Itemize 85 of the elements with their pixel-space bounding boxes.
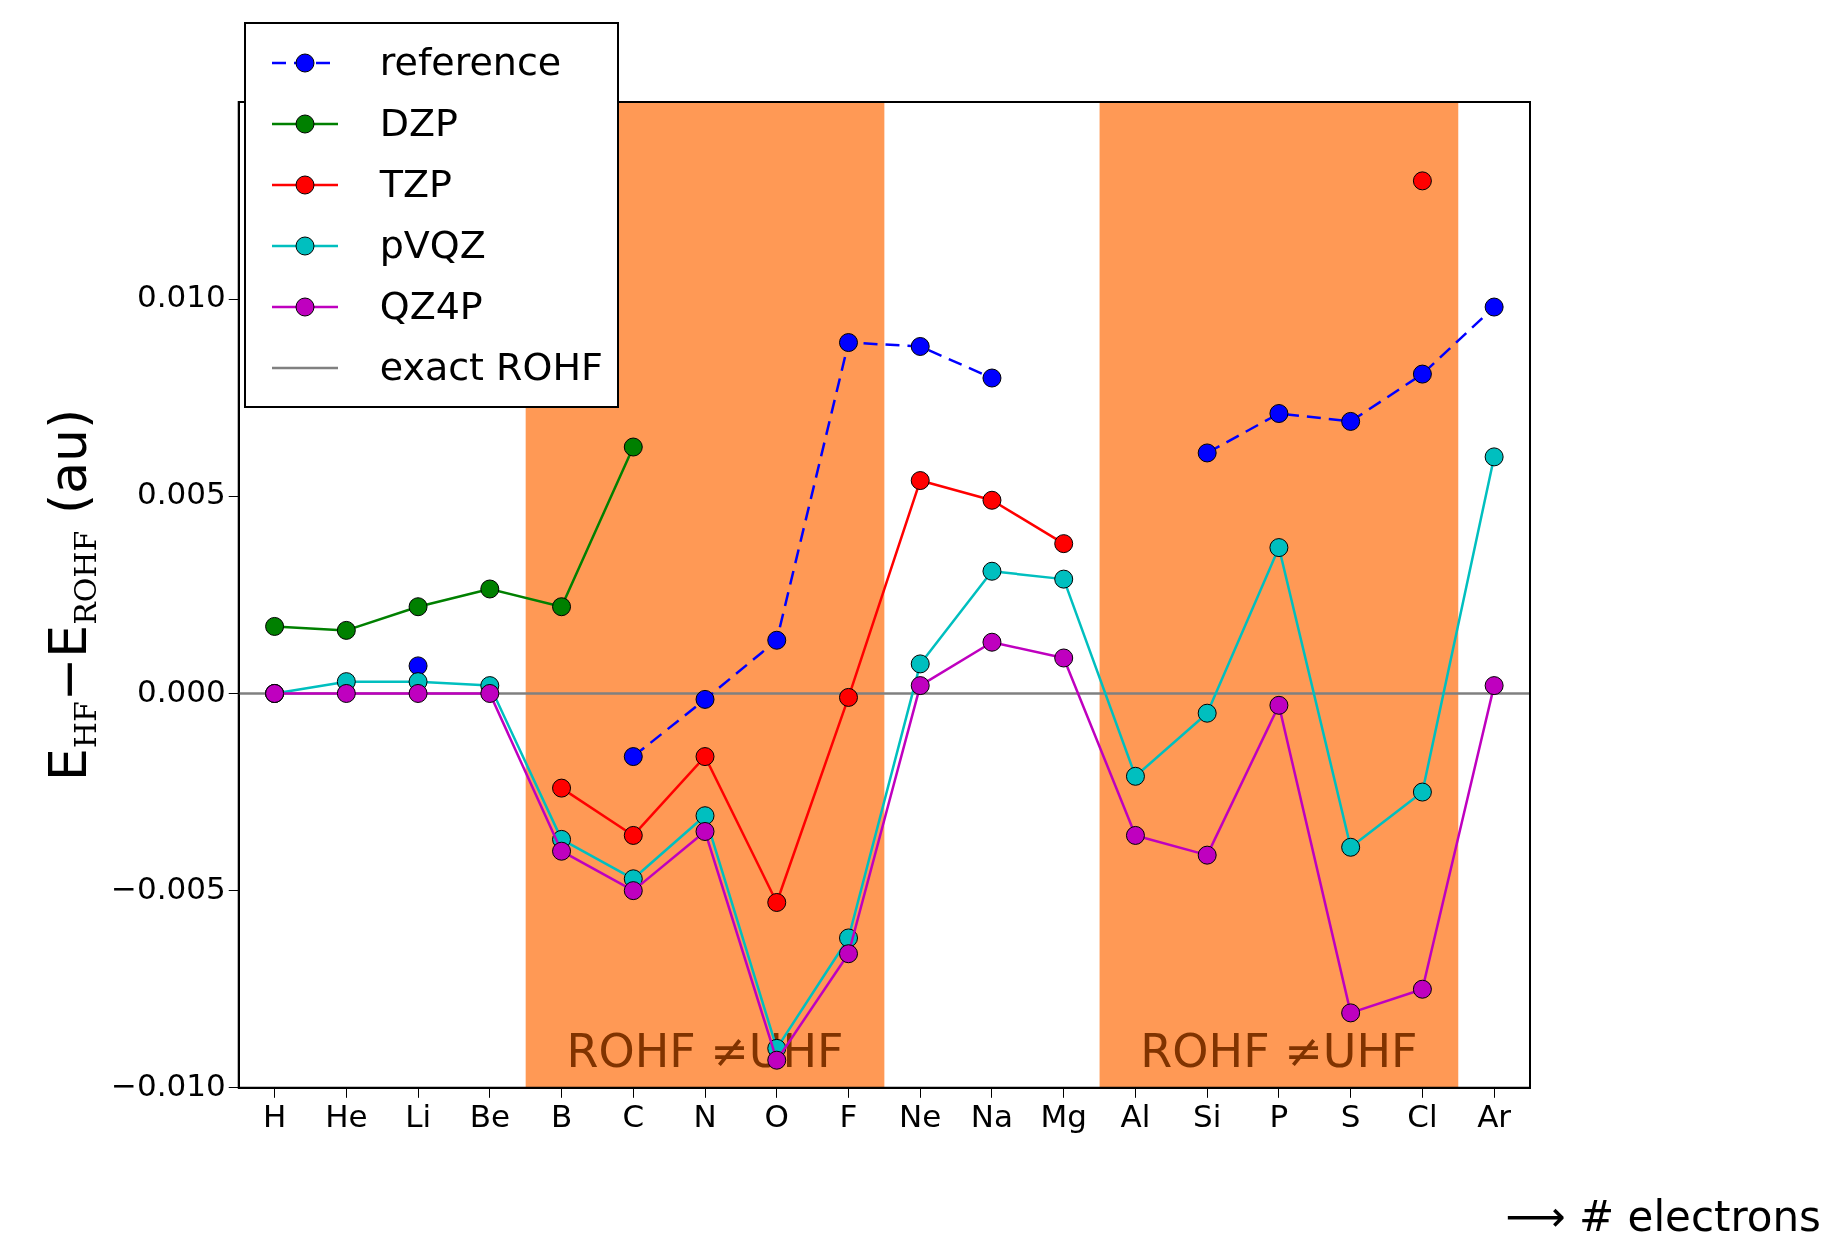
point — [1269, 538, 1289, 558]
point — [623, 881, 643, 901]
point — [623, 825, 643, 845]
legend-label: reference — [379, 39, 562, 86]
x-tick-label: C — [622, 1098, 645, 1135]
x-axis-title: ⟶ # electrons — [1505, 1192, 1821, 1241]
band-label: ROHF ≠UHF — [1140, 1023, 1418, 1078]
y-tick-label: −0.005 — [110, 869, 226, 906]
x-tick-label: Si — [1193, 1098, 1222, 1135]
point — [1269, 404, 1289, 424]
y-tick-label: 0.005 — [136, 475, 226, 512]
legend-label: exact ROHF — [379, 344, 603, 391]
point — [910, 471, 930, 491]
point — [910, 654, 930, 674]
y-tick-label: 0.000 — [136, 672, 226, 709]
x-tick-label: H — [262, 1098, 287, 1135]
point — [910, 336, 930, 356]
x-tick-label: Cl — [1407, 1098, 1438, 1135]
x-tick-label: O — [764, 1098, 789, 1135]
point — [695, 821, 715, 841]
point — [1412, 171, 1432, 191]
point — [1054, 648, 1074, 668]
x-tick-label: Ar — [1477, 1098, 1512, 1135]
point — [767, 892, 787, 912]
point — [1484, 676, 1504, 696]
point — [1341, 1003, 1361, 1023]
point — [1341, 837, 1361, 857]
point — [552, 597, 572, 617]
legend-label: pVQZ — [379, 222, 486, 269]
point — [552, 841, 572, 861]
point — [623, 747, 643, 767]
point — [982, 632, 1002, 652]
point — [695, 747, 715, 767]
x-tick-label: N — [693, 1098, 717, 1135]
point — [767, 630, 787, 650]
point — [265, 616, 285, 636]
point — [1412, 364, 1432, 384]
point — [336, 620, 356, 640]
x-tick-label: P — [1269, 1098, 1289, 1135]
point — [1341, 411, 1361, 431]
point — [1197, 845, 1217, 865]
point — [1125, 766, 1145, 786]
x-tick-label: S — [1340, 1098, 1361, 1135]
point — [623, 437, 643, 457]
point — [1412, 782, 1432, 802]
point — [480, 579, 500, 599]
point — [838, 944, 858, 964]
point — [695, 689, 715, 709]
point — [408, 656, 428, 676]
point — [1054, 569, 1074, 589]
x-tick-label: Ne — [899, 1098, 942, 1135]
x-tick-label: Na — [970, 1098, 1014, 1135]
point — [1197, 443, 1217, 463]
x-tick-label: Li — [405, 1098, 432, 1135]
x-tick-label: He — [325, 1098, 368, 1135]
point — [982, 561, 1002, 581]
point — [982, 368, 1002, 388]
x-tick-label: Mg — [1040, 1098, 1087, 1135]
y-axis-title: EHF−EROHF (au) — [38, 408, 103, 782]
x-tick-label: F — [839, 1098, 858, 1135]
point — [336, 683, 356, 703]
legend-label: DZP — [379, 100, 458, 147]
point — [408, 683, 428, 703]
x-tick-label: Be — [469, 1098, 510, 1135]
point — [1054, 534, 1074, 554]
x-tick-label: B — [550, 1098, 573, 1135]
point — [1197, 703, 1217, 723]
point — [1269, 695, 1289, 715]
x-tick-label: Al — [1120, 1098, 1151, 1135]
point — [910, 676, 930, 696]
y-tick-label: −0.010 — [110, 1066, 226, 1103]
y-tick-label: 0.010 — [136, 278, 226, 315]
point — [838, 687, 858, 707]
point — [1484, 447, 1504, 467]
point — [408, 597, 428, 617]
point — [1484, 297, 1504, 317]
legend-label: TZP — [379, 161, 452, 208]
point — [552, 778, 572, 798]
point — [838, 333, 858, 353]
point — [1125, 825, 1145, 845]
point — [982, 490, 1002, 510]
point — [695, 806, 715, 826]
point — [480, 683, 500, 703]
point — [1412, 979, 1432, 999]
legend-label: QZ4P — [379, 283, 483, 330]
